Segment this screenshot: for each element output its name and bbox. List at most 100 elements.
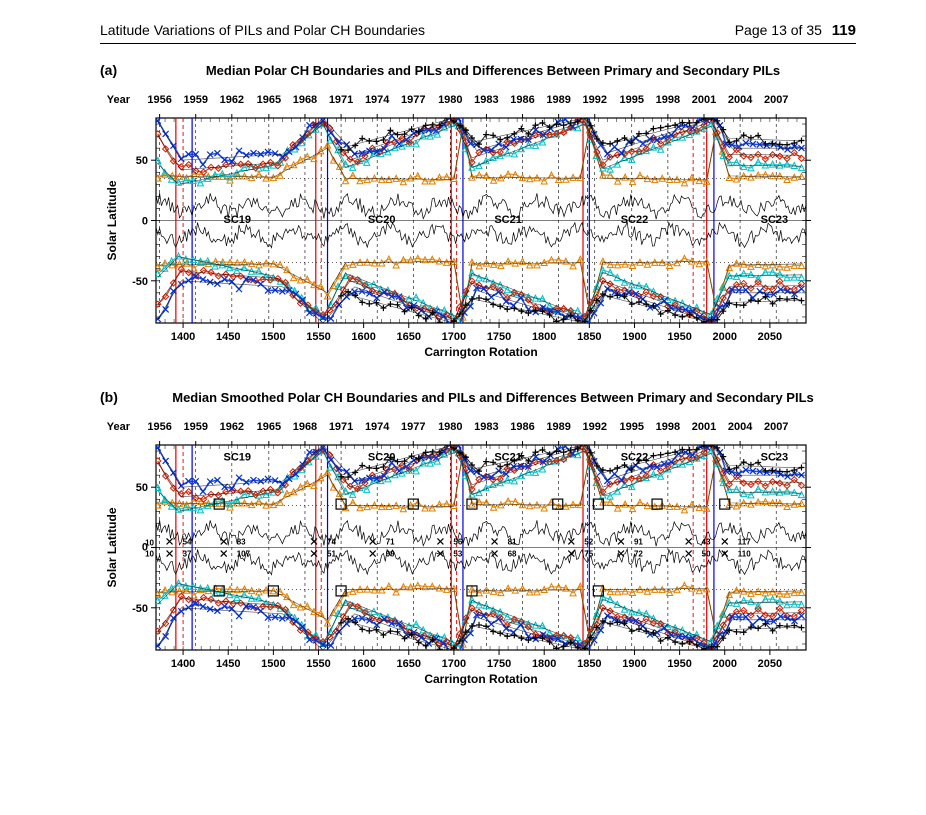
svg-text:1950: 1950: [667, 331, 691, 343]
svg-text:2004: 2004: [728, 421, 753, 433]
svg-text:1959: 1959: [183, 94, 207, 106]
svg-text:1700: 1700: [442, 331, 466, 343]
svg-text:1700: 1700: [442, 658, 466, 670]
svg-text:71: 71: [386, 537, 395, 546]
running-title: Latitude Variations of PILs and Polar CH…: [100, 22, 425, 38]
svg-text:99: 99: [386, 550, 395, 559]
svg-text:72: 72: [634, 550, 643, 559]
svg-text:SC23: SC23: [761, 452, 789, 464]
svg-text:1900: 1900: [622, 331, 646, 343]
svg-text:2050: 2050: [758, 331, 782, 343]
svg-text:1995: 1995: [620, 421, 644, 433]
svg-text:110: 110: [738, 550, 751, 559]
svg-text:1968: 1968: [293, 94, 317, 106]
svg-text:75: 75: [584, 550, 593, 559]
svg-text:Solar Latitude: Solar Latitude: [105, 180, 119, 260]
svg-text:1965: 1965: [257, 421, 281, 433]
panel-b: (b) Median Smoothed Polar CH Boundaries …: [100, 389, 856, 698]
running-header: Latitude Variations of PILs and Polar CH…: [100, 22, 856, 44]
svg-text:2007: 2007: [764, 421, 788, 433]
svg-text:1998: 1998: [656, 421, 680, 433]
svg-text:SC23: SC23: [761, 214, 789, 226]
svg-text:2004: 2004: [728, 94, 753, 106]
svg-text:2050: 2050: [758, 658, 782, 670]
svg-text:1900: 1900: [622, 658, 646, 670]
svg-text:SC21: SC21: [494, 214, 522, 226]
svg-text:1980: 1980: [438, 94, 462, 106]
svg-text:1600: 1600: [351, 658, 375, 670]
svg-text:107: 107: [237, 550, 251, 559]
svg-text:83: 83: [237, 537, 246, 546]
svg-text:1600: 1600: [351, 331, 375, 343]
svg-text:1800: 1800: [532, 331, 556, 343]
svg-text:-50: -50: [132, 276, 148, 288]
panel-b-title: Median Smoothed Polar CH Boundaries and …: [130, 390, 856, 405]
page-info-text: Page 13 of 35: [735, 22, 822, 38]
svg-text:1962: 1962: [220, 94, 244, 106]
svg-text:SC20: SC20: [368, 214, 396, 226]
svg-text:43: 43: [702, 537, 711, 546]
page: Latitude Variations of PILs and Polar CH…: [0, 0, 926, 815]
svg-text:1500: 1500: [261, 331, 285, 343]
plot-a: Year195619591962196519681971197419771980…: [100, 78, 820, 371]
svg-text:SC21: SC21: [494, 452, 522, 464]
svg-text:37: 37: [183, 550, 192, 559]
svg-text:1992: 1992: [583, 94, 607, 106]
svg-text:56: 56: [453, 537, 462, 546]
svg-text:1980: 1980: [438, 421, 462, 433]
svg-text:0: 0: [142, 216, 148, 228]
svg-text:1450: 1450: [216, 658, 240, 670]
svg-text:2000: 2000: [713, 331, 737, 343]
svg-text:50: 50: [136, 482, 148, 494]
panel-a: (a) Median Polar CH Boundaries and PILs …: [100, 62, 856, 371]
svg-text:Carrington Rotation: Carrington Rotation: [424, 672, 537, 686]
panel-a-title-row: (a) Median Polar CH Boundaries and PILs …: [100, 62, 856, 78]
svg-text:91: 91: [634, 537, 643, 546]
svg-text:1850: 1850: [577, 658, 601, 670]
svg-text:2007: 2007: [764, 94, 788, 106]
svg-text:53: 53: [453, 550, 462, 559]
svg-text:-50: -50: [132, 603, 148, 615]
svg-text:1750: 1750: [487, 658, 511, 670]
svg-text:1650: 1650: [397, 658, 421, 670]
svg-text:52: 52: [584, 537, 593, 546]
panel-a-title: Median Polar CH Boundaries and PILs and …: [130, 63, 856, 78]
svg-text:1650: 1650: [397, 331, 421, 343]
svg-text:1956: 1956: [147, 94, 171, 106]
svg-text:51: 51: [327, 550, 336, 559]
svg-text:1800: 1800: [532, 658, 556, 670]
svg-text:1450: 1450: [216, 331, 240, 343]
svg-text:1971: 1971: [329, 421, 353, 433]
svg-text:Solar Latitude: Solar Latitude: [105, 507, 119, 587]
svg-text:1998: 1998: [656, 94, 680, 106]
svg-text:1850: 1850: [577, 331, 601, 343]
svg-text:1750: 1750: [487, 331, 511, 343]
panel-b-title-row: (b) Median Smoothed Polar CH Boundaries …: [100, 389, 856, 405]
svg-text:1983: 1983: [474, 421, 498, 433]
svg-text:10: 10: [145, 539, 154, 548]
svg-text:50: 50: [702, 550, 711, 559]
svg-text:1965: 1965: [257, 94, 281, 106]
svg-text:54: 54: [183, 537, 192, 546]
svg-text:50: 50: [136, 155, 148, 167]
svg-text:1971: 1971: [329, 94, 353, 106]
svg-text:SC22: SC22: [621, 214, 649, 226]
svg-text:1959: 1959: [183, 421, 207, 433]
svg-text:1983: 1983: [474, 94, 498, 106]
svg-text:1400: 1400: [171, 331, 195, 343]
svg-text:1986: 1986: [510, 421, 534, 433]
svg-text:k: k: [312, 121, 316, 128]
svg-text:1550: 1550: [306, 331, 330, 343]
svg-text:2000: 2000: [713, 658, 737, 670]
svg-text:Year: Year: [107, 421, 131, 433]
svg-text:2001: 2001: [692, 421, 716, 433]
svg-text:k: k: [324, 121, 328, 128]
svg-text:1995: 1995: [620, 94, 644, 106]
panel-b-letter: (b): [100, 389, 130, 405]
svg-text:74: 74: [327, 537, 336, 546]
svg-text:1962: 1962: [220, 421, 244, 433]
page-number: Page 13 of 35 119: [735, 22, 856, 39]
svg-text:10: 10: [145, 550, 154, 559]
svg-text:1992: 1992: [583, 421, 607, 433]
svg-text:1400: 1400: [171, 658, 195, 670]
